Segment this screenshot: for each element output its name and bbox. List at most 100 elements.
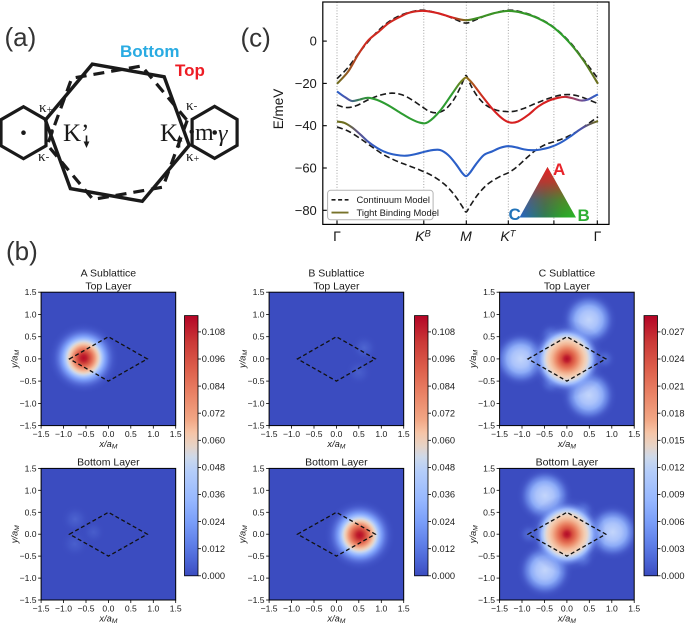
svg-text:Top: Top <box>175 61 205 80</box>
svg-text:−1.0: −1.0 <box>248 573 265 583</box>
svg-text:0.060: 0.060 <box>202 436 225 446</box>
svg-text:Bottom: Bottom <box>120 42 179 61</box>
svg-text:0.0: 0.0 <box>483 529 495 539</box>
svg-text:−0.5: −0.5 <box>78 429 95 439</box>
svg-text:−0.5: −0.5 <box>536 604 553 614</box>
svg-text:−1.0: −1.0 <box>55 429 72 439</box>
svg-text:−1.5: −1.5 <box>20 595 37 605</box>
svg-text:0.015: 0.015 <box>661 436 684 446</box>
svg-text:0.5: 0.5 <box>125 604 137 614</box>
svg-text:1.0: 1.0 <box>606 604 618 614</box>
svg-text:0.108: 0.108 <box>432 327 455 337</box>
svg-text:x/aM: x/aM <box>326 439 345 451</box>
svg-text:y/aM: y/aM <box>10 525 22 544</box>
svg-text:1.0: 1.0 <box>375 604 387 614</box>
svg-text:y/aM: y/aM <box>238 350 250 369</box>
svg-text:1.0: 1.0 <box>483 309 495 319</box>
svg-text:1.5: 1.5 <box>483 463 495 473</box>
svg-text:0.072: 0.072 <box>202 408 225 418</box>
svg-text:−1.5: −1.5 <box>491 429 508 439</box>
svg-text:A: A <box>553 160 565 179</box>
svg-text:0.048: 0.048 <box>202 463 225 473</box>
svg-text:1.0: 1.0 <box>147 429 159 439</box>
svg-text:0.0: 0.0 <box>102 604 114 614</box>
svg-text:0.5: 0.5 <box>353 604 365 614</box>
svg-text:Γ: Γ <box>594 228 602 244</box>
svg-text:1.0: 1.0 <box>606 429 618 439</box>
svg-text:0.003: 0.003 <box>661 544 684 554</box>
svg-text:0.084: 0.084 <box>432 381 455 391</box>
svg-text:0.0: 0.0 <box>561 604 573 614</box>
svg-text:−40: −40 <box>295 118 317 133</box>
svg-text:C Sublattice: C Sublattice <box>539 268 596 280</box>
svg-text:−60: −60 <box>295 161 317 176</box>
svg-text:−80: −80 <box>295 203 317 218</box>
svg-text:0.024: 0.024 <box>202 517 225 527</box>
svg-text:0.0: 0.0 <box>102 429 114 439</box>
svg-text:−0.5: −0.5 <box>306 604 323 614</box>
svg-text:1.5: 1.5 <box>398 604 410 614</box>
svg-text:0.0: 0.0 <box>253 354 265 364</box>
svg-text:1.5: 1.5 <box>25 287 37 297</box>
svg-text:−0.5: −0.5 <box>248 551 265 561</box>
svg-text:0.027: 0.027 <box>661 327 684 337</box>
svg-text:−1.0: −1.0 <box>478 398 495 408</box>
svg-text:1.0: 1.0 <box>25 485 37 495</box>
svg-text:−0.5: −0.5 <box>478 551 495 561</box>
svg-text:0.108: 0.108 <box>202 327 225 337</box>
svg-text:0.0: 0.0 <box>330 429 342 439</box>
svg-text:0.5: 0.5 <box>583 604 595 614</box>
svg-text:−20: −20 <box>295 76 317 91</box>
svg-text:0.0: 0.0 <box>330 604 342 614</box>
svg-text:B Sublattice: B Sublattice <box>308 268 364 280</box>
svg-text:0.021: 0.021 <box>661 381 684 391</box>
svg-text:−1.5: −1.5 <box>261 429 278 439</box>
svg-text:−0.5: −0.5 <box>536 429 553 439</box>
svg-text:1.0: 1.0 <box>483 485 495 495</box>
svg-text:0.072: 0.072 <box>432 408 455 418</box>
svg-text:1.5: 1.5 <box>398 429 410 439</box>
svg-text:1.5: 1.5 <box>170 604 182 614</box>
svg-text:1.0: 1.0 <box>253 485 265 495</box>
svg-text:−0.5: −0.5 <box>78 604 95 614</box>
svg-text:0.5: 0.5 <box>25 507 37 517</box>
svg-text:K: K <box>160 120 178 147</box>
svg-text:Top Layer: Top Layer <box>313 281 360 293</box>
svg-text:0.000: 0.000 <box>661 571 684 581</box>
svg-text:0.009: 0.009 <box>661 490 684 500</box>
svg-text:0.5: 0.5 <box>25 332 37 342</box>
svg-text:0: 0 <box>310 34 317 49</box>
svg-text:0.5: 0.5 <box>583 429 595 439</box>
svg-text:1.0: 1.0 <box>147 604 159 614</box>
svg-text:−0.5: −0.5 <box>20 551 37 561</box>
svg-text:−0.5: −0.5 <box>248 376 265 386</box>
svg-text:0.036: 0.036 <box>432 490 455 500</box>
svg-text:1.5: 1.5 <box>628 604 640 614</box>
svg-text:0.0: 0.0 <box>253 529 265 539</box>
svg-text:0.036: 0.036 <box>202 490 225 500</box>
svg-text:−1.0: −1.0 <box>283 604 300 614</box>
svg-text:0.024: 0.024 <box>661 354 684 364</box>
svg-text:0.012: 0.012 <box>432 544 455 554</box>
svg-text:B: B <box>578 206 590 225</box>
svg-text:Bottom Layer: Bottom Layer <box>305 457 368 469</box>
svg-text:−1.5: −1.5 <box>20 421 37 431</box>
svg-text:0.096: 0.096 <box>432 354 455 364</box>
svg-text:0.000: 0.000 <box>202 571 225 581</box>
svg-text:−1.5: −1.5 <box>478 421 495 431</box>
svg-text:Top Layer: Top Layer <box>544 281 591 293</box>
svg-text:−1.5: −1.5 <box>248 421 265 431</box>
svg-text:C: C <box>509 205 521 224</box>
svg-text:1.0: 1.0 <box>253 309 265 319</box>
svg-text:−1.5: −1.5 <box>261 604 278 614</box>
svg-text:−0.5: −0.5 <box>20 376 37 386</box>
svg-text:1.5: 1.5 <box>628 429 640 439</box>
svg-text:−1.0: −1.0 <box>514 604 531 614</box>
svg-text:0.018: 0.018 <box>661 408 684 418</box>
svg-text:1.5: 1.5 <box>483 287 495 297</box>
svg-text:0.000: 0.000 <box>432 571 455 581</box>
svg-text:x/aM: x/aM <box>557 439 576 451</box>
svg-text:y/aM: y/aM <box>10 350 22 369</box>
svg-text:x/aM: x/aM <box>98 439 117 451</box>
svg-text:y/aM: y/aM <box>468 525 480 544</box>
